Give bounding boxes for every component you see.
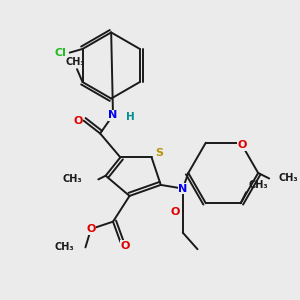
Text: H: H xyxy=(126,112,135,122)
Text: CH₃: CH₃ xyxy=(65,57,85,67)
Text: N: N xyxy=(178,184,188,194)
Text: CH₃: CH₃ xyxy=(55,242,74,252)
Text: N: N xyxy=(108,110,118,120)
Text: O: O xyxy=(74,116,83,126)
Text: CH₃: CH₃ xyxy=(62,174,82,184)
Text: O: O xyxy=(120,241,130,250)
Text: Cl: Cl xyxy=(55,48,66,58)
Text: O: O xyxy=(171,208,180,218)
Text: CH₃: CH₃ xyxy=(248,180,268,190)
Text: CH₃: CH₃ xyxy=(278,173,298,184)
Text: S: S xyxy=(155,148,163,158)
Text: O: O xyxy=(86,224,96,234)
Text: O: O xyxy=(238,140,247,151)
